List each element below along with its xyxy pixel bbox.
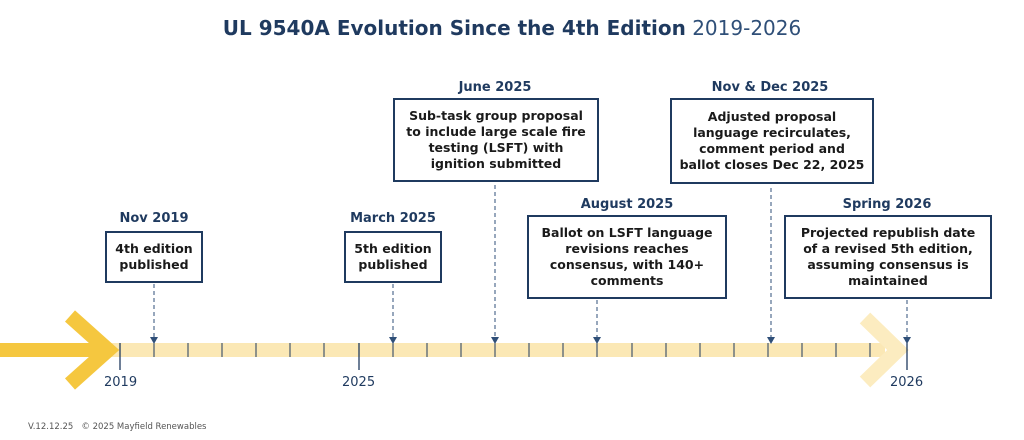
- footer-version: V.12.12.25: [28, 422, 74, 432]
- event-text-august-2025: Ballot on LSFT language revisions reache…: [541, 225, 713, 288]
- timeline-ticks: [119, 343, 871, 357]
- title-years: 2019-2026: [692, 16, 802, 40]
- event-text-nov-dec-2025: Adjusted proposal language recirculates,…: [679, 109, 865, 172]
- event-box-nov-2019: 4th edition published: [105, 231, 203, 283]
- page-title: UL 9540A Evolution Since the 4th Edition…: [0, 16, 1024, 40]
- year-ticks: [119, 343, 908, 370]
- end-chevron-icon: [859, 312, 909, 388]
- title-main: UL 9540A Evolution Since the 4th Edition: [222, 16, 686, 40]
- footer: V.12.12.25 © 2025 Mayfield Renewables: [28, 422, 207, 432]
- event-box-spring-2026: Projected republish date of a revised 5t…: [784, 215, 992, 299]
- event-date-nov-dec-2025: Nov & Dec 2025: [711, 80, 829, 95]
- event-date-march-2025: March 2025: [350, 211, 436, 226]
- event-date-june-2025: June 2025: [458, 80, 532, 95]
- event-date-nov-2019: Nov 2019: [119, 211, 189, 226]
- footer-copyright: © 2025 Mayfield Renewables: [81, 422, 207, 432]
- event-text-spring-2026: Projected republish date of a revised 5t…: [800, 225, 976, 288]
- event-date-august-2025: August 2025: [580, 197, 674, 212]
- event-box-august-2025: Ballot on LSFT language revisions reache…: [527, 215, 727, 299]
- timeline-bar: [0, 343, 885, 357]
- axis-label-2026: 2026: [890, 375, 924, 390]
- event-box-march-2025: 5th edition published: [344, 231, 442, 283]
- connector-arrowheads: [150, 337, 911, 344]
- event-box-june-2025: Sub-task group proposal to include large…: [393, 98, 599, 182]
- start-chevron-icon: [64, 310, 120, 390]
- event-text-march-2025: 5th edition published: [354, 241, 432, 272]
- axis-label-2019: 2019: [104, 375, 138, 390]
- axis-label-2025: 2025: [342, 375, 376, 390]
- timeline-start-segment: [0, 343, 100, 357]
- event-date-spring-2026: Spring 2026: [842, 197, 932, 212]
- event-text-nov-2019: 4th edition published: [115, 241, 193, 272]
- event-text-june-2025: Sub-task group proposal to include large…: [406, 108, 586, 171]
- event-connectors: [153, 185, 908, 340]
- event-box-nov-dec-2025: Adjusted proposal language recirculates,…: [670, 98, 874, 184]
